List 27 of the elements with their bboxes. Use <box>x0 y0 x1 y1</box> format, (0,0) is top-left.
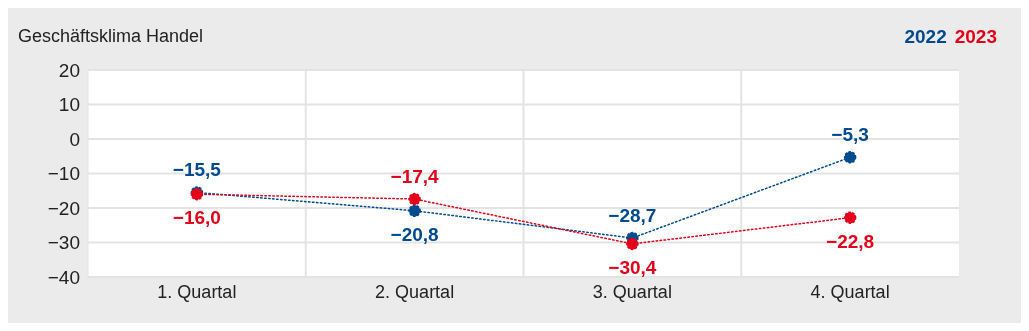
data-label: −30,4 <box>608 256 657 278</box>
x-tick-label: 4. Quartal <box>810 281 890 302</box>
data-label: −16,0 <box>172 207 221 229</box>
y-tick-label: 10 <box>58 94 80 116</box>
data-label: −28,7 <box>608 205 657 227</box>
point <box>626 237 639 251</box>
text: 2023 <box>954 26 997 47</box>
x-tick-label: 2. Quartal <box>375 281 455 302</box>
y-tick-label: 20 <box>58 59 80 81</box>
point <box>408 192 421 206</box>
y-tick-label: −30 <box>47 232 80 254</box>
data-label: −17,4 <box>390 166 440 188</box>
chart-title: Geschäftsklima Handel <box>18 26 204 47</box>
text: 2022 <box>904 26 947 47</box>
x-tick-label: 3. Quartal <box>592 281 672 302</box>
point <box>843 151 857 164</box>
point <box>843 211 857 224</box>
data-label: −20,8 <box>390 223 439 245</box>
point <box>408 204 421 218</box>
y-tick-label: −10 <box>47 163 80 185</box>
y-tick-label: −20 <box>47 197 80 219</box>
y-tick-label: −40 <box>47 266 80 288</box>
data-label: −15,5 <box>172 159 222 181</box>
data-label: −5,3 <box>831 124 869 146</box>
data-label: −22,8 <box>826 230 875 252</box>
y-tick-label: 0 <box>69 128 80 150</box>
x-tick-label: 1. Quartal <box>157 281 237 302</box>
